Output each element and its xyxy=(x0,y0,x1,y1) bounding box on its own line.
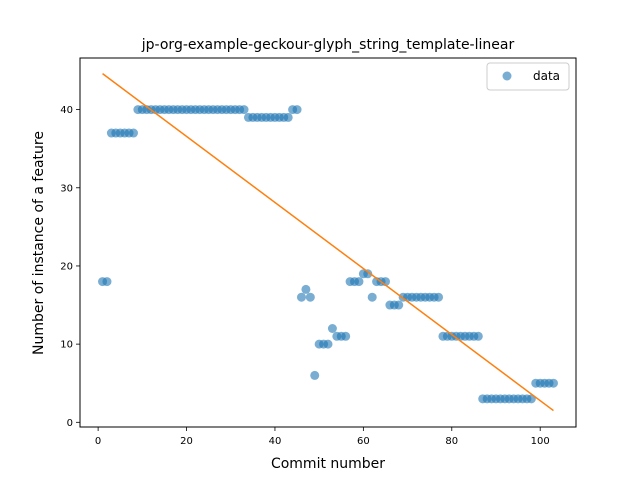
data-point xyxy=(341,332,350,341)
data-point xyxy=(284,113,293,122)
legend-label-data: data xyxy=(533,69,560,83)
data-point xyxy=(549,379,558,388)
x-tick-label: 80 xyxy=(445,436,458,447)
y-tick-label: 20 xyxy=(60,261,73,272)
y-tick-label: 30 xyxy=(60,183,73,194)
data-point xyxy=(368,293,377,302)
data-point xyxy=(102,277,111,286)
data-point xyxy=(301,285,310,294)
x-axis-label: Commit number xyxy=(271,456,385,472)
data-point xyxy=(394,301,403,310)
y-axis-label: Number of instance of a feature xyxy=(31,131,47,355)
x-tick-label: 20 xyxy=(180,436,193,447)
data-point xyxy=(293,105,302,114)
x-tick-label: 40 xyxy=(269,436,282,447)
data-point xyxy=(240,105,249,114)
data-point xyxy=(354,277,363,286)
y-tick-label: 40 xyxy=(60,105,73,116)
x-tick-label: 0 xyxy=(95,436,101,447)
data-point xyxy=(324,340,333,349)
data-point xyxy=(328,324,337,333)
data-point xyxy=(306,293,315,302)
data-point xyxy=(129,129,138,138)
data-point xyxy=(297,293,306,302)
x-tick-label: 60 xyxy=(357,436,370,447)
data-point xyxy=(434,293,443,302)
legend-marker xyxy=(503,72,512,81)
legend: data xyxy=(487,63,569,90)
data-point xyxy=(474,332,483,341)
data-point xyxy=(310,371,319,380)
x-tick-label: 100 xyxy=(531,436,550,447)
chart-title: jp-org-example-geckour-glyph_string_temp… xyxy=(141,37,515,53)
y-tick-label: 0 xyxy=(67,418,73,429)
y-tick-label: 10 xyxy=(60,340,73,351)
